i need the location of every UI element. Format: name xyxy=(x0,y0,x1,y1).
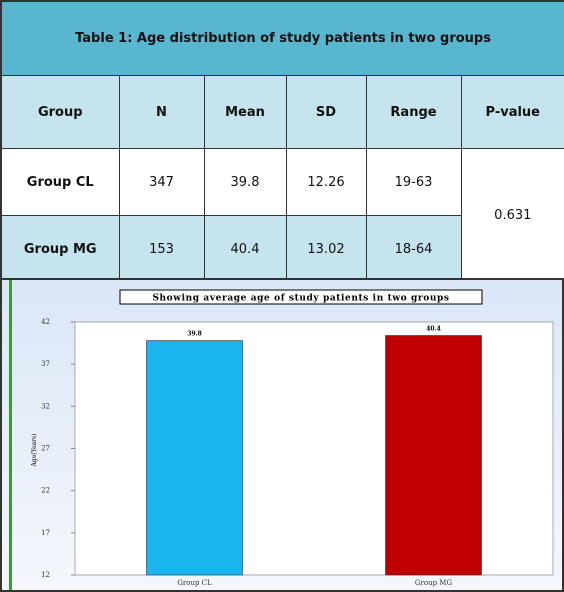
chart: Showing average age of study patients in… xyxy=(0,278,564,592)
cell: 13.02 xyxy=(285,215,367,284)
y-tick-label: 17 xyxy=(41,529,50,537)
header-cell: Range xyxy=(365,75,462,149)
cell: 40.4 xyxy=(203,215,287,284)
cell: Group CL xyxy=(0,148,120,216)
bar xyxy=(146,340,243,576)
cell: 19-63 xyxy=(365,148,462,216)
cell: 39.8 xyxy=(203,148,287,216)
chart-title: Showing average age of study patients in… xyxy=(152,294,449,304)
cell: 153 xyxy=(118,215,205,284)
data-table: Table 1: Age distribution of study patie… xyxy=(0,0,564,284)
y-tick-label: 22 xyxy=(41,487,50,495)
side-strip xyxy=(9,280,12,590)
cell: 18-64 xyxy=(365,215,462,284)
cell: 12.26 xyxy=(285,148,367,216)
header-cell: N xyxy=(118,75,205,149)
title-box xyxy=(119,289,483,305)
header-cell: Mean xyxy=(203,75,287,149)
value-label: 40.4 xyxy=(426,325,441,332)
header-cell: Group xyxy=(0,75,120,149)
y-tick-label: 12 xyxy=(41,571,50,579)
y-tick-label: 27 xyxy=(41,445,50,453)
table-title: Table 1: Age distribution of study patie… xyxy=(0,0,564,76)
value-label: 39.8 xyxy=(187,331,202,338)
cell: 347 xyxy=(118,148,205,216)
y-axis-label: Age(Years) xyxy=(31,434,38,468)
header-cell: P-value xyxy=(460,75,564,149)
header-cell: SD xyxy=(285,75,367,149)
bar xyxy=(385,335,482,576)
x-tick-label: Group CL xyxy=(177,579,212,587)
cell: Group MG xyxy=(0,215,120,284)
y-tick-label: 32 xyxy=(41,402,50,410)
y-tick-label: 42 xyxy=(41,318,50,326)
y-tick-label: 37 xyxy=(41,360,50,368)
x-tick-label: Group MG xyxy=(415,579,453,587)
p-value-cell: 0.631 xyxy=(460,148,564,284)
